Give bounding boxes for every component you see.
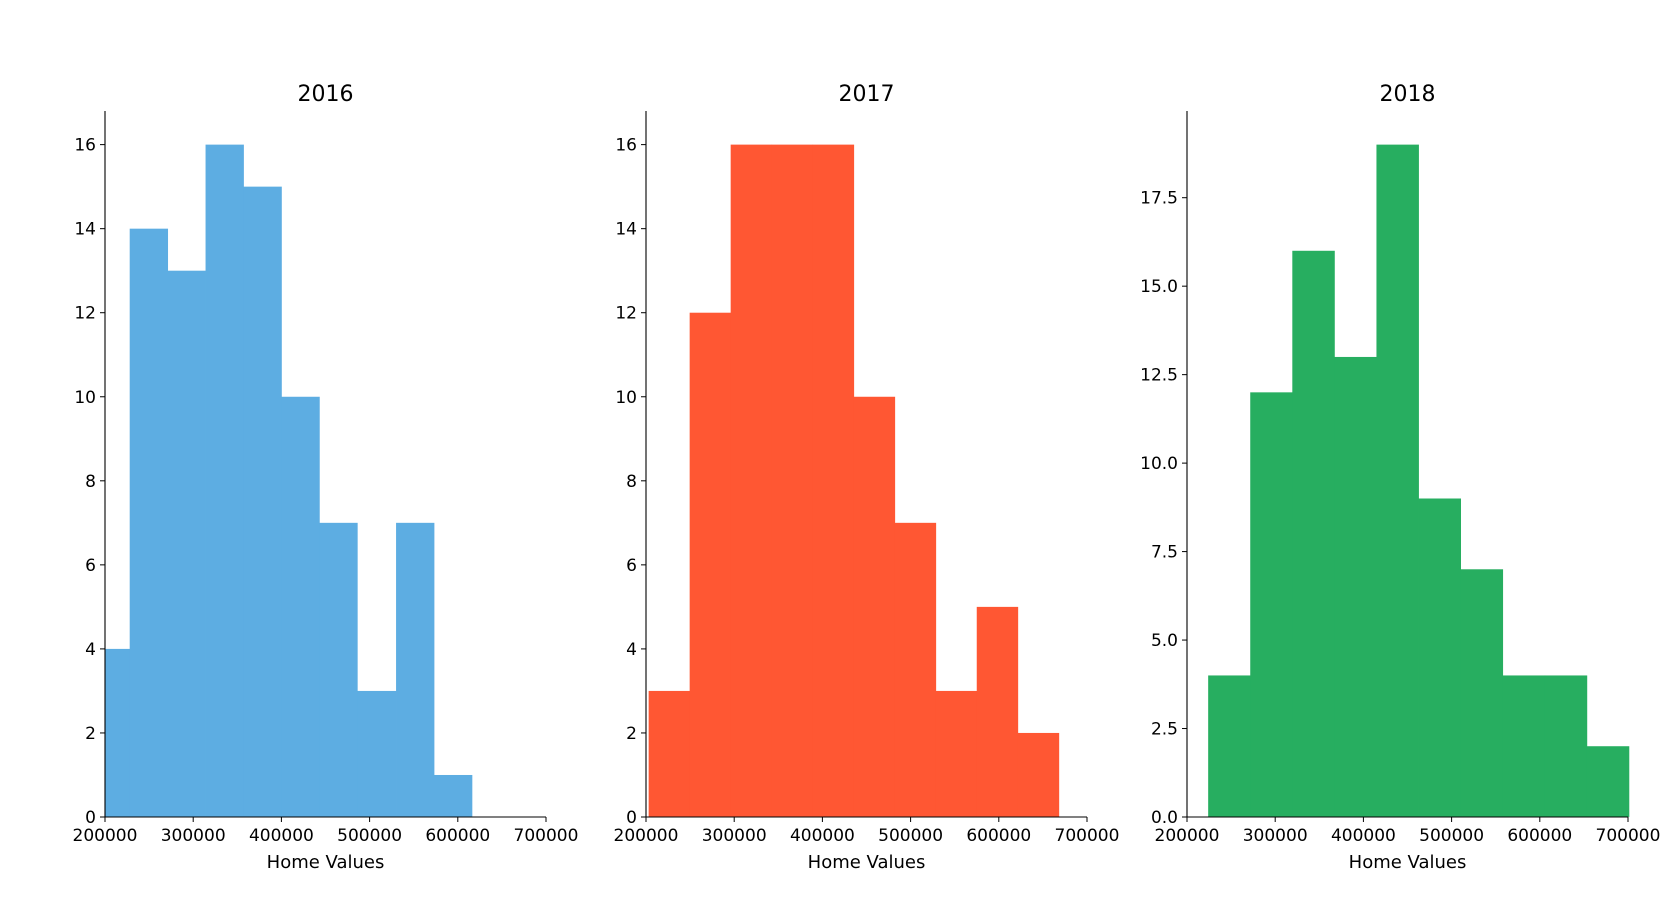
y-tick-label: 16 (615, 136, 637, 156)
y-tick-label: 10 (615, 388, 637, 408)
histogram-bar (281, 396, 320, 817)
y-tick-label: 7.5 (1151, 543, 1178, 563)
x-tick-label: 400000 (790, 826, 855, 846)
histogram-bar (648, 690, 691, 817)
histogram-bar (1586, 746, 1630, 817)
x-tick-label: 200000 (1155, 826, 1220, 846)
x-tick-label: 400000 (1331, 826, 1396, 846)
histogram-bar (1292, 250, 1335, 817)
y-tick-label: 2 (85, 724, 96, 744)
y-tick-label: 6 (85, 556, 96, 576)
y-tick-label: 4 (626, 640, 637, 660)
histogram-bar (689, 312, 732, 817)
x-tick-label: 400000 (249, 826, 314, 846)
histogram-bar (129, 228, 169, 818)
y-tick-label: 15.0 (1140, 277, 1178, 297)
y-tick-label: 4 (85, 640, 96, 660)
panel-title: 2018 (1380, 82, 1436, 107)
x-tick-label: 500000 (878, 826, 943, 846)
x-tick-label: 300000 (1243, 826, 1308, 846)
y-tick-label: 5.0 (1151, 631, 1178, 651)
panel-title: 2016 (298, 82, 354, 107)
x-tick-label: 700000 (1596, 826, 1661, 846)
histogram-bar (1376, 144, 1419, 817)
histogram-bar (105, 648, 131, 817)
histogram-bar (1017, 732, 1060, 817)
y-tick-label: 16 (74, 136, 96, 156)
x-axis-label: Home Values (808, 852, 926, 873)
y-tick-label: 14 (74, 220, 96, 240)
histogram-bar (396, 522, 435, 817)
histogram-bar (1460, 569, 1504, 817)
y-tick-label: 12 (615, 304, 637, 324)
histogram-bar (243, 186, 282, 817)
histogram-bar (1544, 675, 1588, 817)
histogram-bar (1418, 498, 1461, 817)
y-tick-label: 12 (74, 304, 96, 324)
histogram-bar (1208, 675, 1251, 817)
x-tick-label: 600000 (1507, 826, 1572, 846)
histogram-bar (976, 606, 1019, 817)
y-tick-label: 0 (626, 808, 637, 828)
x-tick-label: 600000 (425, 826, 490, 846)
y-tick-label: 10 (74, 388, 96, 408)
y-tick-label: 10.0 (1140, 454, 1178, 474)
x-tick-label: 500000 (1419, 826, 1484, 846)
x-axis-label: Home Values (267, 852, 385, 873)
x-tick-label: 700000 (1055, 826, 1120, 846)
histogram-bar (1502, 675, 1546, 817)
histogram-bar (853, 396, 896, 817)
histogram-bar (1334, 356, 1377, 817)
y-tick-label: 6 (626, 556, 637, 576)
panel-title: 2017 (839, 82, 895, 107)
histogram-panel-2018: 200000 300000 400000 500000 600000 700000 0.0 2… (1140, 82, 1660, 873)
y-tick-label: 17.5 (1140, 189, 1178, 209)
histogram-panel-2017: 200000 300000 400000 500000 600000 700000 0 2 4 6… (614, 82, 1120, 873)
x-axis-label: Home Values (1349, 852, 1467, 873)
histogram-bar (812, 144, 855, 817)
x-tick-label: 700000 (514, 826, 579, 846)
histogram-panel-2016: 200000 300000 400000 500000 600000 700000 0 2 4 6… (73, 82, 579, 873)
x-tick-label: 200000 (614, 826, 679, 846)
histogram-bar (319, 522, 358, 817)
histogram-bar (167, 270, 206, 817)
y-tick-label: 2.5 (1151, 720, 1178, 740)
y-tick-label: 8 (85, 472, 96, 492)
histogram-bar (935, 690, 978, 817)
histogram-bar (357, 690, 397, 817)
y-tick-label: 0 (85, 808, 96, 828)
x-tick-label: 600000 (966, 826, 1031, 846)
histogram-bar (771, 144, 814, 817)
histogram-bar (433, 774, 473, 817)
x-tick-label: 500000 (337, 826, 402, 846)
x-tick-label: 300000 (702, 826, 767, 846)
histogram-bar (730, 144, 773, 817)
y-tick-label: 8 (626, 472, 637, 492)
histogram-bar (894, 522, 937, 817)
histogram-bar (205, 144, 244, 817)
y-tick-label: 2 (626, 724, 637, 744)
y-tick-label: 12.5 (1140, 366, 1178, 386)
y-tick-label: 0.0 (1151, 808, 1178, 828)
x-tick-label: 300000 (161, 826, 226, 846)
x-tick-label: 200000 (73, 826, 138, 846)
histogram-bar (1250, 392, 1293, 817)
y-tick-label: 14 (615, 220, 637, 240)
